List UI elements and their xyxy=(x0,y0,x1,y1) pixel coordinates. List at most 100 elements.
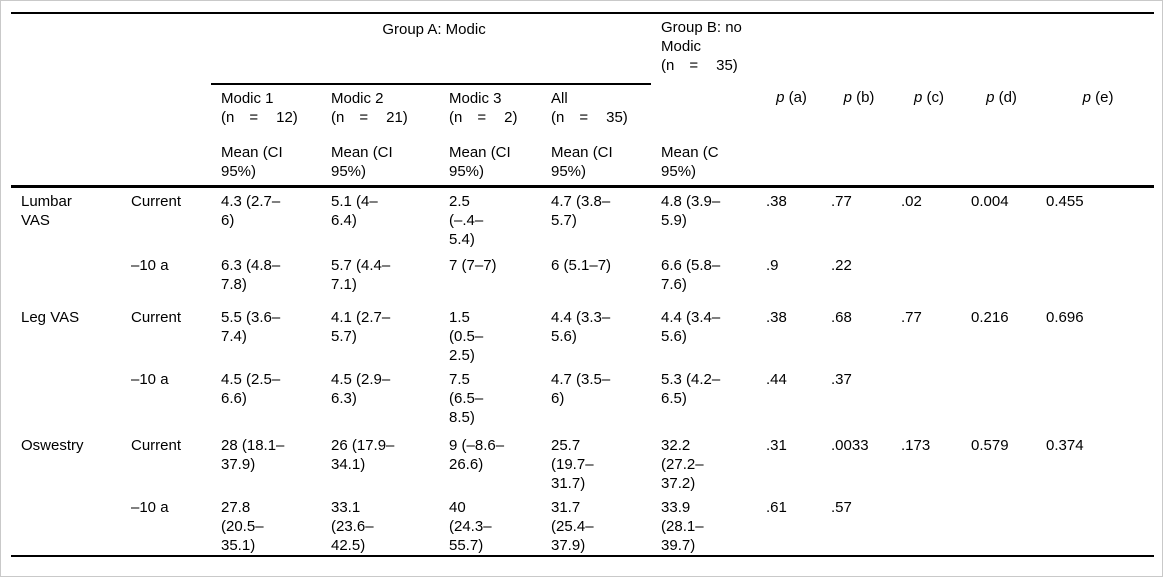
cell-group-b: 4.8 (3.9– 5.9) xyxy=(661,192,721,229)
col-header-p-e: p (e) xyxy=(1036,84,1154,139)
col-header-all: All (n = 35) xyxy=(551,90,628,127)
col-header-modic3: Modic 3 (n = 2) xyxy=(449,90,518,127)
row-label xyxy=(11,366,121,432)
cell-all: 31.7 (25.4– 37.9) xyxy=(551,498,594,554)
cell-all: 6 (5.1–7) xyxy=(551,257,612,274)
cell-p-d xyxy=(961,494,1036,557)
p-label: (d) xyxy=(998,89,1017,106)
row-label xyxy=(11,252,121,304)
header-spacer xyxy=(11,13,211,84)
header-row-groups: Group A: Modic Group B: no Modic (n = 35… xyxy=(11,13,1154,85)
cell-group-b: 6.6 (5.8– 7.6) xyxy=(661,257,721,294)
mean-header-modic3: Mean (CI 95%) xyxy=(439,139,541,188)
cell-modic3: 1.5 (0.5– 2.5) xyxy=(449,309,484,365)
cell-p-b: .57 xyxy=(831,498,852,516)
header-spacer xyxy=(651,84,756,139)
cell-p-e: 0.696 xyxy=(1046,309,1084,326)
cell-modic3: 2.5 (–.4– 5.4) xyxy=(449,192,484,248)
p-label: (c) xyxy=(926,89,945,106)
p-symbol: p xyxy=(986,89,995,106)
cell-modic2: 4.1 (2.7– 5.7) xyxy=(331,309,391,346)
col-header-p-b: p (b) xyxy=(821,84,891,139)
cell-modic3: 7.5 (6.5– 8.5) xyxy=(449,371,484,427)
cell-modic1: 6.3 (4.8– 7.8) xyxy=(221,257,281,294)
mean-header-group-b: Mean (C 95%) xyxy=(651,139,757,188)
row-label: Oswestry xyxy=(21,437,84,454)
cell-modic1: 27.8 (20.5– 35.1) xyxy=(221,498,264,554)
row-sublabel: –10 a xyxy=(131,371,169,388)
cell-p-c xyxy=(891,494,961,557)
cell-all: 25.7 (19.7– 31.7) xyxy=(551,437,594,493)
p-label: (a) xyxy=(788,89,807,106)
cell-p-a: .44 xyxy=(766,371,787,388)
header-spacer xyxy=(11,84,211,139)
cell-p-d: 0.004 xyxy=(971,192,1009,210)
group-a-header: Group A: Modic xyxy=(211,13,652,85)
cell-p-a: .31 xyxy=(766,437,787,454)
header-row-subgroups: Modic 1 (n = 12) Modic 2 (n = 21) Modic … xyxy=(11,84,1154,139)
cell-p-e: 0.455 xyxy=(1046,192,1084,210)
cell-modic1: 4.5 (2.5– 6.6) xyxy=(221,371,281,408)
cell-p-c: .02 xyxy=(901,192,922,210)
header-spacer xyxy=(11,139,211,188)
table-row: Lumbar VAS Current 4.3 (2.7– 6) 5.1 (4– … xyxy=(11,186,1154,252)
mean-header-modic1: Mean (CI 95%) xyxy=(211,139,321,188)
p-label: (e) xyxy=(1095,89,1114,106)
cell-modic3: 9 (–8.6– 26.6) xyxy=(449,437,505,474)
cell-modic1: 5.5 (3.6– 7.4) xyxy=(221,309,281,346)
row-sublabel: Current xyxy=(131,437,182,454)
cell-p-e xyxy=(1036,252,1154,304)
mean-header-modic2: Mean (CI 95%) xyxy=(321,139,439,188)
cell-p-b: .37 xyxy=(831,371,852,388)
cell-p-d xyxy=(961,366,1036,432)
cell-p-a: .9 xyxy=(766,257,779,274)
cell-group-b: 5.3 (4.2– 6.5) xyxy=(661,371,721,408)
row-sublabel: Current xyxy=(131,192,182,210)
cell-p-a: .38 xyxy=(766,192,787,210)
cell-modic1: 28 (18.1– 37.9) xyxy=(221,437,285,474)
cell-p-e xyxy=(1036,494,1154,557)
cell-group-b: 4.4 (3.4– 5.6) xyxy=(661,309,721,346)
cell-modic2: 5.7 (4.4– 7.1) xyxy=(331,257,391,294)
row-label xyxy=(11,494,121,557)
col-header-modic2: Modic 2 (n = 21) xyxy=(331,90,408,127)
table-row: Leg VAS Current 5.5 (3.6– 7.4) 4.1 (2.7–… xyxy=(11,304,1154,366)
cell-p-c: .77 xyxy=(901,309,922,326)
col-header-p-c: p (c) xyxy=(891,84,961,139)
cell-p-c: .173 xyxy=(901,437,931,454)
cell-p-a: .38 xyxy=(766,309,787,326)
p-symbol: p xyxy=(776,89,785,106)
col-header-modic1: Modic 1 (n = 12) xyxy=(221,90,298,127)
cell-modic2: 4.5 (2.9– 6.3) xyxy=(331,371,391,408)
cell-modic3: 40 (24.3– 55.7) xyxy=(449,498,492,554)
cell-p-a: .61 xyxy=(766,498,787,516)
cell-p-c xyxy=(891,366,961,432)
cell-p-e xyxy=(1036,366,1154,432)
row-sublabel: –10 a xyxy=(131,498,169,516)
row-sublabel: –10 a xyxy=(131,257,169,274)
table-row: –10 a 6.3 (4.8– 7.8) 5.7 (4.4– 7.1) 7 (7… xyxy=(11,252,1154,304)
mean-header-all: Mean (CI 95%) xyxy=(541,139,652,188)
cell-group-b: 32.2 (27.2– 37.2) xyxy=(661,437,704,493)
cell-p-b: .68 xyxy=(831,309,852,326)
table-row: –10 a 4.5 (2.5– 6.6) 4.5 (2.9– 6.3) 7.5 … xyxy=(11,366,1154,432)
p-symbol: p xyxy=(843,89,852,106)
cell-p-b: .77 xyxy=(831,192,852,210)
row-label: Leg VAS xyxy=(21,309,80,326)
cell-modic2: 33.1 (23.6– 42.5) xyxy=(331,498,374,554)
cell-p-d: 0.216 xyxy=(971,309,1009,326)
cell-modic3: 7 (7–7) xyxy=(449,257,497,274)
cell-p-b: .0033 xyxy=(831,437,869,454)
group-b-header: Group B: no Modic (n = 35) xyxy=(661,19,742,75)
row-sublabel: Current xyxy=(131,309,182,326)
cell-p-d xyxy=(961,252,1036,304)
cell-group-b: 33.9 (28.1– 39.7) xyxy=(661,498,704,554)
cell-all: 4.4 (3.3– 5.6) xyxy=(551,309,611,346)
modic-results-table: Group A: Modic Group B: no Modic (n = 35… xyxy=(11,12,1155,558)
cell-p-d: 0.579 xyxy=(971,437,1009,454)
p-symbol: p xyxy=(914,89,923,106)
cell-p-e: 0.374 xyxy=(1046,437,1084,454)
table-row: –10 a 27.8 (20.5– 35.1) 33.1 (23.6– 42.5… xyxy=(11,494,1154,557)
cell-all: 4.7 (3.5– 6) xyxy=(551,371,611,408)
